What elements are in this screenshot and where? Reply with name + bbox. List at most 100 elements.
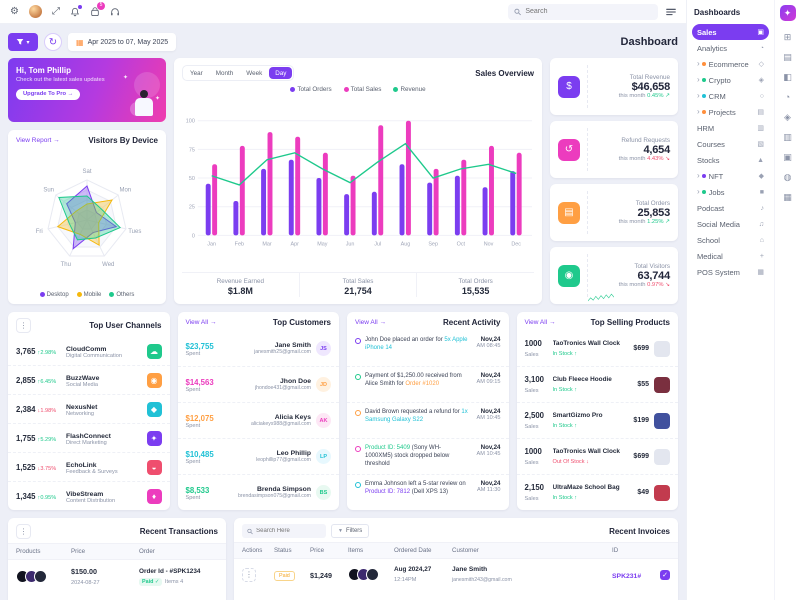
transaction-row[interactable]: $150.00 2024-08-27 Order Id - #SPK1234 Pai… [8, 560, 226, 593]
filter-caret-icon: ▾ [26, 39, 30, 46]
trend-value: ↓3.75% [37, 465, 57, 472]
sidebar-item-stocks[interactable]: Stocks ▲ [692, 152, 769, 168]
pie-chart-icon[interactable]: ◔ [784, 92, 791, 102]
date-range-picker[interactable]: ▦ Apr 2025 to 07, May 2025 [68, 33, 177, 51]
sidebar-item-analytics[interactable]: Analytics ◔ [692, 40, 769, 56]
sidebar-item-social-media[interactable]: Social Media ♫ [692, 216, 769, 232]
product-row[interactable]: 3,100 Sales Club Fleece Hoodie In Stock ↑ … [516, 366, 678, 402]
sidebar-nav: Sales ▣ Analytics ◔ › Ecommerce ◇ › Cryp… [692, 24, 769, 280]
view-report-link[interactable]: View Report → [16, 137, 60, 144]
refresh-icon: ↻ [48, 36, 58, 48]
invoice-search-input[interactable] [256, 528, 321, 534]
tables-icon[interactable]: ▦ [783, 192, 792, 202]
search-box[interactable] [508, 3, 658, 20]
sidebar-item-podcast[interactable]: Podcast ♪ [692, 200, 769, 216]
svg-text:Sat: Sat [82, 169, 91, 175]
channel-row[interactable]: 2,384 ↓1.98% NexusNet Networking ◆ [8, 394, 170, 423]
chevron-right-icon: › [697, 171, 700, 180]
sidebar-item-courses[interactable]: Courses ▧ [692, 136, 769, 152]
tab-day[interactable]: Day [269, 67, 293, 79]
legend-dot [290, 86, 296, 92]
tab-week[interactable]: Week [246, 69, 263, 77]
notifications-bell-icon[interactable] [70, 4, 82, 17]
refund-icon: ↺ [558, 138, 580, 161]
card-menu-icon[interactable]: ⋮ [16, 318, 31, 333]
sidebar-item-pos-system[interactable]: POS System ▦ [692, 264, 769, 280]
settings-gear-icon[interactable]: ⚙ [10, 5, 19, 17]
tab-year[interactable]: Year [190, 69, 203, 77]
pages-icon[interactable]: ▣ [783, 152, 792, 162]
view-all-link[interactable]: View All → [185, 319, 217, 326]
view-all-link[interactable]: View All → [524, 319, 556, 326]
avatar: JS [316, 341, 331, 356]
promo-subtitle: Check out the latest sales updates [16, 77, 105, 83]
customer-row[interactable]: $23,755 Spent Jane Smith janesmith25@gmail… [178, 331, 340, 366]
customer-row[interactable]: $10,485 Spent Leo Phillip leophillip77@gma… [177, 438, 339, 474]
sidebar-item-nft[interactable]: › NFT ◆ [692, 168, 769, 184]
product-row[interactable]: 2,500 Sales SmartGizmo Pro In Stock ↑ $199 [516, 402, 678, 438]
user-avatar[interactable] [28, 5, 42, 18]
customer-row[interactable]: $8,533 Spent Brenda Simpson brendasimpson0… [177, 474, 339, 510]
channel-row[interactable]: 2,855 ↑6.45% BuzzWave Social Media ◉ [8, 365, 170, 394]
fullscreen-icon[interactable]: ⤢ [51, 5, 60, 17]
filter-button[interactable]: ▾ [8, 33, 38, 51]
status-badge: Paid ✓ [139, 577, 163, 586]
card-menu-icon[interactable]: ⋮ [16, 524, 31, 539]
invoice-row[interactable]: ⋮ Paid $1,249 Aug 2024,27 12:14PM Jane Sm… [234, 559, 678, 590]
row-actions-button[interactable]: ⋮ [242, 567, 256, 582]
upgrade-pro-button[interactable]: Upgrade To Pro → [16, 88, 81, 100]
promo-illustration: ✦ ✦ [118, 70, 162, 122]
school-icon: ⌂ [759, 236, 764, 244]
customer-row[interactable]: $14,563 Spent Jhon Doe jhondoe431@gmail.co… [177, 366, 339, 402]
sidebar-item-medical[interactable]: Medical + [692, 248, 769, 264]
sidebar-item-projects[interactable]: › Projects ▤ [692, 104, 769, 120]
list-icon[interactable]: ▥ [783, 132, 792, 142]
support-headset-icon[interactable] [110, 7, 120, 17]
brand-logo-icon[interactable]: ✦ [779, 5, 796, 21]
sidebar-item-school[interactable]: School ⌂ [692, 232, 769, 248]
sidebar-item-crypto[interactable]: › Crypto ◈ [692, 72, 769, 88]
product-row[interactable]: 2,150 Sales UltraMaze School Bag In Stock … [516, 474, 678, 510]
invoice-search-box[interactable] [242, 524, 326, 538]
media-icon[interactable]: ◍ [783, 172, 792, 182]
sidebar-item-label: Medical [697, 251, 723, 261]
sidebar-item-label: Jobs [708, 187, 725, 197]
cart-bag-icon[interactable]: 5 [90, 1, 105, 17]
product-row[interactable]: 1000 Sales TaoTronics Wall Clock In Stock … [517, 331, 679, 366]
sidebar-item-ecommerce[interactable]: › Ecommerce ◇ [692, 56, 769, 72]
legend-dot [76, 291, 82, 297]
row-checkbox[interactable]: ✓ [660, 569, 670, 580]
tab-month[interactable]: Month [215, 69, 234, 77]
reports-icon[interactable]: ◧ [783, 72, 792, 82]
channel-row[interactable]: 1,755 ↑5.29% FlashConnect Direct Marketing… [8, 423, 170, 452]
channel-row[interactable]: 1,345 ↑0.95% VibeStream Content Distributi… [8, 481, 170, 510]
trend-value: ↑2.98% [37, 349, 57, 356]
sales-legend: Total Orders Total Sales Revenue [182, 81, 534, 95]
orders-icon[interactable]: ▤ [783, 52, 792, 62]
period-tabs: Year Month Week Day [182, 65, 295, 81]
recent-transactions-card: ⋮ Recent Transactions Products Price Ord… [8, 518, 226, 600]
notification-badge [77, 4, 82, 9]
channel-row[interactable]: 1,525 ↓3.75% EchoLink Feedback & Surveys ◒ [8, 452, 170, 481]
hamburger-icon [666, 8, 676, 15]
bullet-icon [701, 110, 706, 114]
sidebar-item-hrm[interactable]: HRM ▥ [692, 120, 769, 136]
apps-grid-icon[interactable]: ⊞ [783, 32, 792, 42]
components-icon[interactable]: ◈ [784, 112, 791, 122]
customer-row[interactable]: $12,075 Spent Alicia Keys aliciakeys988@gm… [177, 402, 339, 438]
product-row[interactable]: 1000 Sales TaoTronics Wall Clock Out Of St… [516, 438, 678, 474]
sidebar-item-sales[interactable]: Sales ▣ [692, 24, 769, 40]
view-all-link[interactable]: View All → [355, 319, 386, 326]
filters-button[interactable]: ▼ Filters [331, 524, 370, 538]
customers-list: $23,755 Spent Jane Smith janesmith25@gmail… [177, 331, 340, 510]
activity-item: John Doe placed an order for 5x Apple iP… [347, 331, 509, 366]
refresh-button[interactable]: ↻ [44, 33, 62, 51]
hrm-icon: ▥ [757, 125, 764, 132]
svg-text:Oct: Oct [457, 241, 466, 247]
search-input[interactable] [525, 8, 652, 15]
menu-hamburger-icon[interactable] [666, 8, 676, 16]
courses-icon: ▧ [757, 141, 764, 148]
sidebar-item-jobs[interactable]: › Jobs ■ [692, 184, 769, 200]
sidebar-item-crm[interactable]: › CRM ○ [692, 88, 769, 104]
channel-row[interactable]: 3,765 ↑2.98% CloudComm Digital Communicati… [8, 337, 170, 365]
